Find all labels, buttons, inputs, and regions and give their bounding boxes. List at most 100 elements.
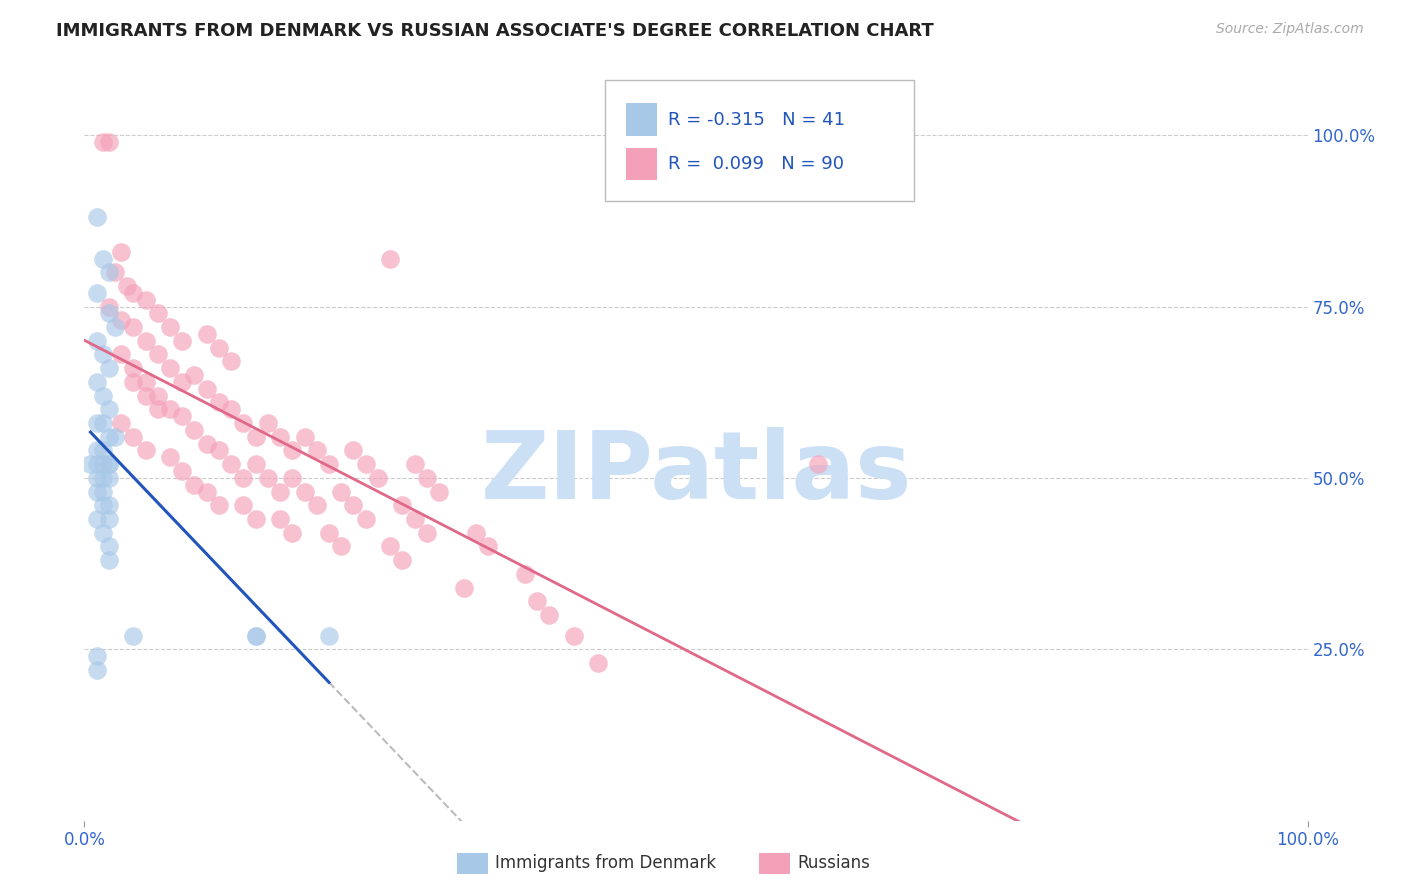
Point xyxy=(245,457,267,471)
Point xyxy=(104,265,127,279)
Point xyxy=(110,244,132,259)
Point xyxy=(427,484,450,499)
Point xyxy=(342,498,364,512)
Point xyxy=(122,320,145,334)
Point xyxy=(97,265,120,279)
Point xyxy=(86,484,108,499)
Text: Immigrants from Denmark: Immigrants from Denmark xyxy=(495,855,716,872)
Point xyxy=(91,457,114,471)
Point xyxy=(97,471,120,485)
Point xyxy=(586,656,609,670)
Point xyxy=(97,306,120,320)
Point xyxy=(91,498,114,512)
Point xyxy=(110,416,132,430)
Point xyxy=(342,443,364,458)
Point xyxy=(257,471,280,485)
Point xyxy=(330,484,353,499)
Point xyxy=(122,361,145,376)
Point xyxy=(86,512,108,526)
Text: R = -0.315   N = 41: R = -0.315 N = 41 xyxy=(668,111,845,128)
Point xyxy=(318,628,340,642)
Point xyxy=(195,436,218,450)
Point xyxy=(477,540,499,554)
Point xyxy=(404,512,426,526)
Point xyxy=(135,443,157,458)
Point xyxy=(86,443,108,458)
Point xyxy=(183,477,205,491)
Point xyxy=(208,443,231,458)
Point xyxy=(281,525,304,540)
Point xyxy=(104,430,127,444)
Point xyxy=(208,395,231,409)
Point xyxy=(269,430,291,444)
Point xyxy=(232,498,254,512)
Point xyxy=(232,471,254,485)
Point xyxy=(110,313,132,327)
Point xyxy=(91,135,114,149)
Point xyxy=(172,409,194,424)
Point xyxy=(159,361,181,376)
Point xyxy=(416,471,439,485)
Text: IMMIGRANTS FROM DENMARK VS RUSSIAN ASSOCIATE'S DEGREE CORRELATION CHART: IMMIGRANTS FROM DENMARK VS RUSSIAN ASSOC… xyxy=(56,22,934,40)
Point xyxy=(97,361,120,376)
Point xyxy=(380,252,402,266)
Point xyxy=(97,135,120,149)
Point xyxy=(79,457,101,471)
Point xyxy=(232,416,254,430)
Point xyxy=(122,628,145,642)
Point xyxy=(104,320,127,334)
Point xyxy=(269,484,291,499)
Point xyxy=(219,457,242,471)
Point xyxy=(281,471,304,485)
Text: Russians: Russians xyxy=(797,855,870,872)
Point xyxy=(526,594,548,608)
Point xyxy=(97,300,120,314)
Point xyxy=(97,457,120,471)
Point xyxy=(257,416,280,430)
Point xyxy=(97,430,120,444)
Point xyxy=(91,389,114,403)
Point xyxy=(172,464,194,478)
Point xyxy=(159,320,181,334)
Point xyxy=(354,457,377,471)
Point xyxy=(367,471,389,485)
Point xyxy=(86,285,108,300)
Point xyxy=(294,484,316,499)
Point xyxy=(305,443,328,458)
Point xyxy=(110,347,132,361)
Point xyxy=(86,649,108,664)
Point xyxy=(219,354,242,368)
Point xyxy=(354,512,377,526)
Point xyxy=(146,347,169,361)
Point xyxy=(219,402,242,417)
Point xyxy=(159,402,181,417)
Point xyxy=(135,375,157,389)
Point xyxy=(391,498,413,512)
Point xyxy=(91,347,114,361)
Point xyxy=(115,279,138,293)
Text: Source: ZipAtlas.com: Source: ZipAtlas.com xyxy=(1216,22,1364,37)
Point xyxy=(97,553,120,567)
Point xyxy=(807,457,830,471)
Point xyxy=(86,416,108,430)
Point xyxy=(86,334,108,348)
Point xyxy=(97,498,120,512)
Point xyxy=(318,525,340,540)
Point xyxy=(183,368,205,382)
Text: ZIPatlas: ZIPatlas xyxy=(481,426,911,518)
Point xyxy=(294,430,316,444)
Point xyxy=(183,423,205,437)
Point xyxy=(91,416,114,430)
Point xyxy=(208,498,231,512)
Point xyxy=(172,375,194,389)
Point xyxy=(146,389,169,403)
Point xyxy=(245,628,267,642)
Point xyxy=(122,375,145,389)
Point xyxy=(391,553,413,567)
Point xyxy=(245,512,267,526)
Point xyxy=(513,566,536,581)
Point xyxy=(97,512,120,526)
Point xyxy=(245,628,267,642)
Point xyxy=(146,306,169,320)
Point xyxy=(135,389,157,403)
